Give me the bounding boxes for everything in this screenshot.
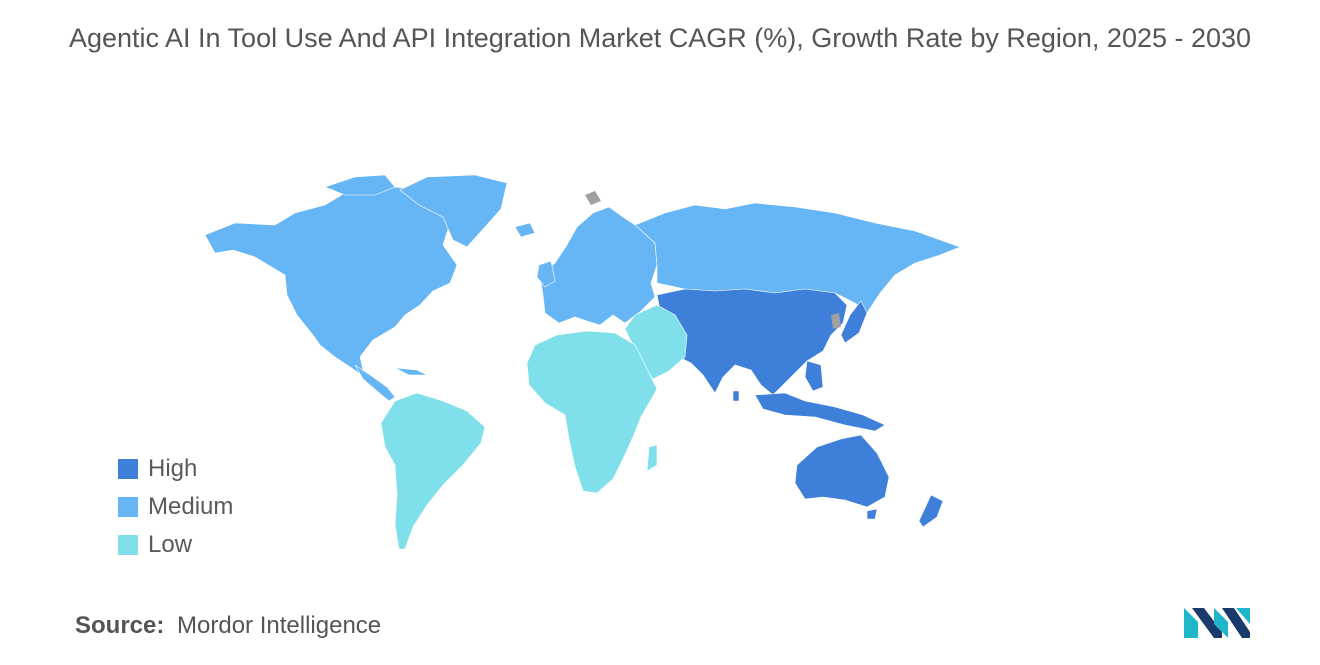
- middle-east: [624, 304, 688, 380]
- korea-peninsula: [831, 313, 841, 329]
- chart-title: Agentic AI In Tool Use And API Integrati…: [68, 23, 1252, 53]
- canadian-arctic-islands: [324, 174, 396, 196]
- legend-label-low: Low: [148, 531, 193, 558]
- greenland: [399, 174, 508, 248]
- japan: [840, 300, 868, 344]
- legend-swatch-medium: [118, 497, 138, 517]
- region-middle-east-africa: [526, 304, 688, 494]
- region-asia-pacific: [656, 288, 944, 528]
- world-map: [204, 174, 961, 550]
- legend-swatch-low: [118, 535, 138, 555]
- iceland: [514, 222, 536, 238]
- region-latin-america: [380, 392, 486, 550]
- southeast-asia-islands: [754, 392, 886, 432]
- tasmania: [866, 508, 878, 520]
- new-zealand: [918, 494, 944, 528]
- africa: [526, 330, 658, 494]
- legend-swatch-high: [118, 459, 138, 479]
- asia-mainland: [656, 288, 848, 396]
- source-line: Source: Mordor Intelligence: [75, 612, 381, 640]
- north-america-mainland: [204, 184, 458, 380]
- region-no-data: [585, 191, 841, 329]
- svalbard: [585, 191, 601, 205]
- europe-mainland: [539, 206, 658, 326]
- source-label: Source:: [75, 612, 165, 639]
- legend-label-medium: Medium: [148, 493, 234, 520]
- source-value: Mordor Intelligence: [177, 612, 382, 639]
- south-america: [380, 392, 486, 550]
- legend: High Medium Low: [118, 450, 233, 564]
- sri-lanka: [732, 390, 740, 402]
- legend-label-high: High: [148, 455, 198, 482]
- legend-item-medium: Medium: [118, 488, 233, 526]
- mordor-intelligence-logo-icon: [1184, 608, 1250, 638]
- region-europe: [514, 206, 658, 326]
- british-isles: [536, 260, 556, 288]
- central-america: [354, 364, 396, 402]
- philippines: [804, 360, 824, 392]
- legend-item-high: High: [118, 450, 233, 488]
- caribbean-islands: [394, 367, 428, 376]
- madagascar: [646, 444, 658, 472]
- region-north-america: [204, 174, 508, 402]
- australia: [794, 434, 890, 508]
- legend-item-low: Low: [118, 526, 233, 564]
